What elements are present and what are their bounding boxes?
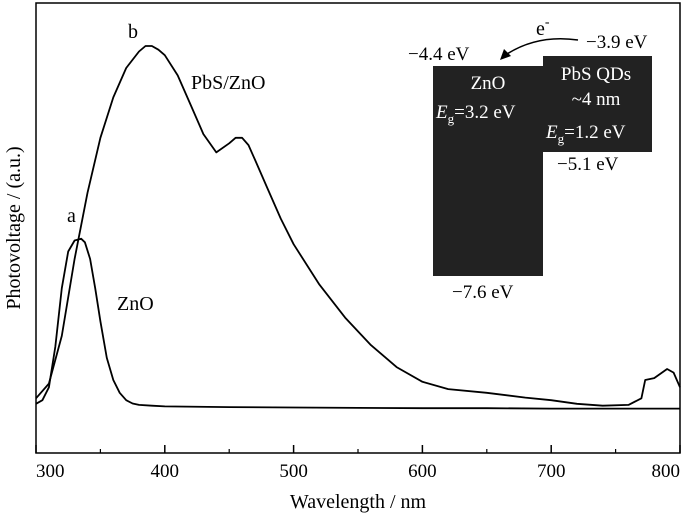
pbs-band-box bbox=[543, 56, 652, 152]
zno-bandgap: Eg=3.2 eV bbox=[435, 102, 516, 126]
pbs-cb-level: −3.9 eV bbox=[586, 32, 648, 53]
y-axis-title: Photovoltage / (a.u.) bbox=[3, 146, 25, 309]
pbs-box-size: ~4 nm bbox=[572, 89, 621, 110]
series-line-zno bbox=[35, 237, 680, 410]
zno-cb-level: −4.4 eV bbox=[408, 44, 470, 65]
zno-band-box bbox=[433, 66, 543, 276]
x-tick-label: 600 bbox=[408, 461, 437, 482]
x-tick-label: 400 bbox=[151, 461, 180, 482]
x-tick-label: 800 bbox=[652, 461, 681, 482]
zno-series-label: ZnO bbox=[117, 293, 154, 315]
x-tick-label: 300 bbox=[36, 461, 65, 482]
x-tick-label: 700 bbox=[537, 461, 566, 482]
electron-label: e- bbox=[536, 15, 550, 40]
x-axis-title: Wavelength / nm bbox=[290, 491, 427, 513]
band-diagram-inset: ZnO Eg=3.2 eV PbS QDs ~4 nm Eg=1.2 eV −4… bbox=[408, 15, 652, 303]
series-layer bbox=[35, 45, 681, 410]
pbs-bandgap: Eg=1.2 eV bbox=[545, 122, 626, 146]
electron-transfer-arrow bbox=[503, 37, 579, 57]
curve-a-label: a bbox=[67, 205, 76, 227]
pbs-vb-level: −5.1 eV bbox=[557, 154, 619, 175]
pbs-series-label: PbS/ZnO bbox=[191, 72, 265, 94]
series-line-pbs-zno bbox=[35, 45, 681, 407]
electron-transfer-arrowhead bbox=[500, 49, 511, 60]
zno-vb-level: −7.6 eV bbox=[452, 282, 514, 303]
curve-b-label: b bbox=[128, 21, 138, 43]
zno-box-title: ZnO bbox=[471, 73, 506, 94]
pbs-box-title: PbS QDs bbox=[561, 64, 631, 85]
x-tick-label: 500 bbox=[279, 461, 308, 482]
x-axis-ticks: 300 400 500 600 700 800 bbox=[35, 445, 681, 482]
